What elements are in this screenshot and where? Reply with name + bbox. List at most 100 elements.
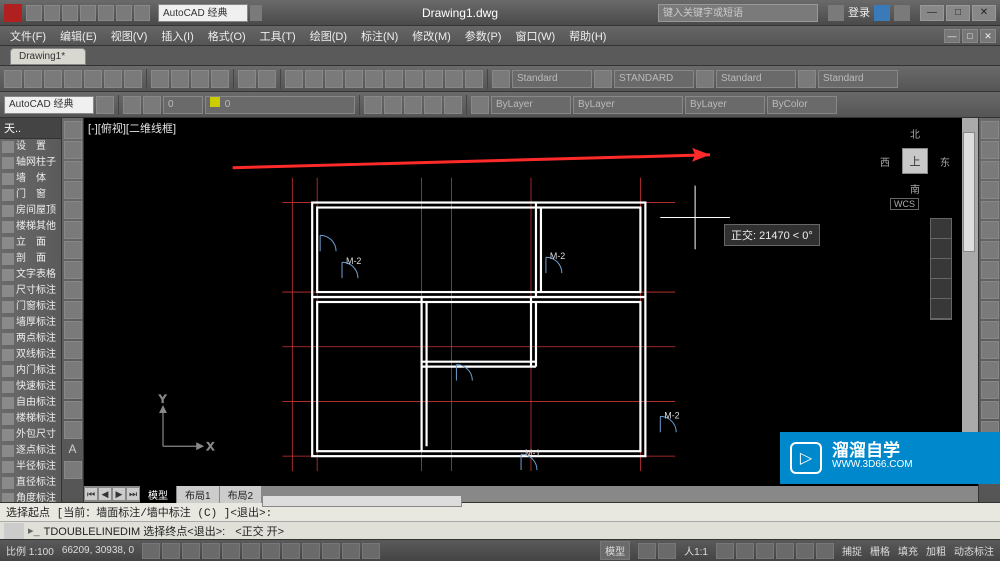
palette-item-20[interactable]: 半径标注 [0, 459, 61, 475]
login-link[interactable]: 登录 [848, 5, 870, 21]
palette-item-22[interactable]: 角度标注 [0, 491, 61, 502]
palette-item-10[interactable]: 门窗标注 [0, 299, 61, 315]
command-line[interactable]: 选择起点 [当前：墙面标注/墙中标注 (C) ]<退出>: ▸_ TDOUBLE… [0, 502, 1000, 539]
nav-orbit-icon[interactable] [931, 279, 951, 299]
stretch-icon[interactable] [981, 281, 999, 299]
properties-icon[interactable] [365, 70, 383, 88]
palette-item-12[interactable]: 两点标注 [0, 331, 61, 347]
fillet-icon[interactable] [981, 401, 999, 419]
mdi-close[interactable]: ✕ [980, 29, 996, 43]
arc-icon[interactable] [64, 181, 82, 199]
matchprop-icon[interactable] [211, 70, 229, 88]
chamfer-icon[interactable] [981, 381, 999, 399]
transparency-mode-icon[interactable] [322, 543, 340, 559]
window-close[interactable]: ✕ [972, 5, 996, 21]
gradient-icon[interactable] [64, 461, 82, 479]
status-model-button[interactable]: 模型 [600, 541, 630, 560]
menu-format[interactable]: 格式(O) [202, 26, 252, 46]
designcenter-icon[interactable] [385, 70, 403, 88]
anno-visibility-icon[interactable] [736, 543, 754, 559]
qat-redo-icon[interactable] [98, 5, 114, 21]
paste-icon[interactable] [191, 70, 209, 88]
ws-settings-icon[interactable] [96, 96, 114, 114]
layerfrz-icon[interactable] [384, 96, 402, 114]
mleaderstyle-icon[interactable] [798, 70, 816, 88]
exchange-icon[interactable] [874, 5, 890, 21]
isolate-objects-icon[interactable] [816, 543, 834, 559]
palette-item-19[interactable]: 逐点标注 [0, 443, 61, 459]
palette-item-15[interactable]: 快速标注 [0, 379, 61, 395]
menu-edit[interactable]: 编辑(E) [54, 26, 103, 46]
zoom-prev-icon[interactable] [345, 70, 363, 88]
publish-icon[interactable] [124, 70, 142, 88]
menu-file[interactable]: 文件(F) [4, 26, 52, 46]
quickview-drawings-icon[interactable] [658, 543, 676, 559]
qat-undo-icon[interactable] [80, 5, 96, 21]
menu-modify[interactable]: 修改(M) [406, 26, 457, 46]
viewcube-top-face[interactable]: 上 [902, 148, 928, 174]
pan-icon[interactable] [285, 70, 303, 88]
dyn-input-icon[interactable] [282, 543, 300, 559]
text-style-combo[interactable]: Standard [512, 70, 592, 88]
command-input[interactable] [284, 525, 1000, 537]
qat-print-icon[interactable] [116, 5, 132, 21]
menu-tools[interactable]: 工具(T) [254, 26, 302, 46]
extend-icon[interactable] [981, 321, 999, 339]
plotstyle-combo[interactable]: ByColor [767, 96, 837, 114]
anno-scale-label[interactable]: 人1:1 [684, 543, 708, 558]
hatch-icon[interactable] [64, 241, 82, 259]
document-tab[interactable]: Drawing1* [10, 48, 86, 65]
erase-icon[interactable] [981, 121, 999, 139]
osnap-mode-icon[interactable] [222, 543, 240, 559]
mtext-icon[interactable] [64, 341, 82, 359]
layeroff-icon[interactable] [404, 96, 422, 114]
plot-icon[interactable] [84, 70, 102, 88]
palette-item-14[interactable]: 内门标注 [0, 363, 61, 379]
save-icon[interactable] [44, 70, 62, 88]
vertical-scrollbar[interactable] [962, 118, 978, 470]
layer-states-icon[interactable] [143, 96, 161, 114]
qat-new-icon[interactable] [26, 5, 42, 21]
ellipse-icon[interactable] [64, 221, 82, 239]
menu-help[interactable]: 帮助(H) [563, 26, 612, 46]
color-combo[interactable]: ByLayer [491, 96, 571, 114]
snap-label-2[interactable]: 填充 [898, 543, 918, 558]
point-icon[interactable] [64, 281, 82, 299]
grid-mode-icon[interactable] [162, 543, 180, 559]
palette-item-6[interactable]: 立 面 [0, 235, 61, 251]
lineweight-combo[interactable]: ByLayer [685, 96, 765, 114]
nav-pan-icon[interactable] [931, 239, 951, 259]
layermch-icon[interactable] [424, 96, 442, 114]
copy-icon[interactable] [171, 70, 189, 88]
layer-manager-icon[interactable] [123, 96, 141, 114]
scale-icon[interactable] [981, 261, 999, 279]
preview-icon[interactable] [104, 70, 122, 88]
trim-icon[interactable] [981, 301, 999, 319]
layout-nav-buttons[interactable]: ⏮◀▶⏭ [84, 487, 140, 501]
table-icon[interactable] [64, 321, 82, 339]
viewcube[interactable]: 北 西 东 南 上 WCS [878, 124, 952, 198]
revcloud-icon[interactable] [64, 421, 82, 439]
palette-item-4[interactable]: 房间屋顶 [0, 203, 61, 219]
nav-wheel-icon[interactable] [931, 219, 951, 239]
saveas-icon[interactable] [64, 70, 82, 88]
command-prompt-icon[interactable] [4, 523, 24, 539]
search-help-icon[interactable] [828, 5, 844, 21]
menu-view[interactable]: 视图(V) [105, 26, 154, 46]
menu-draw[interactable]: 绘图(D) [304, 26, 353, 46]
workspace-dropdown-arrow[interactable] [250, 5, 262, 21]
palette-item-11[interactable]: 墙厚标注 [0, 315, 61, 331]
viewcube-wcs-label[interactable]: WCS [890, 198, 919, 210]
palette-item-13[interactable]: 双线标注 [0, 347, 61, 363]
status-scale[interactable]: 比例 1:100 [6, 543, 54, 558]
lineweight-mode-icon[interactable] [302, 543, 320, 559]
dimstyle-icon[interactable] [594, 70, 612, 88]
viewcube-east[interactable]: 东 [940, 154, 950, 169]
open-icon[interactable] [24, 70, 42, 88]
nav-showmotion-icon[interactable] [931, 299, 951, 319]
markup-icon[interactable] [445, 70, 463, 88]
snap-mode-icon[interactable] [142, 543, 160, 559]
quickcalc-icon[interactable] [465, 70, 483, 88]
palette-item-18[interactable]: 外包尺寸 [0, 427, 61, 443]
menu-dimension[interactable]: 标注(N) [355, 26, 404, 46]
